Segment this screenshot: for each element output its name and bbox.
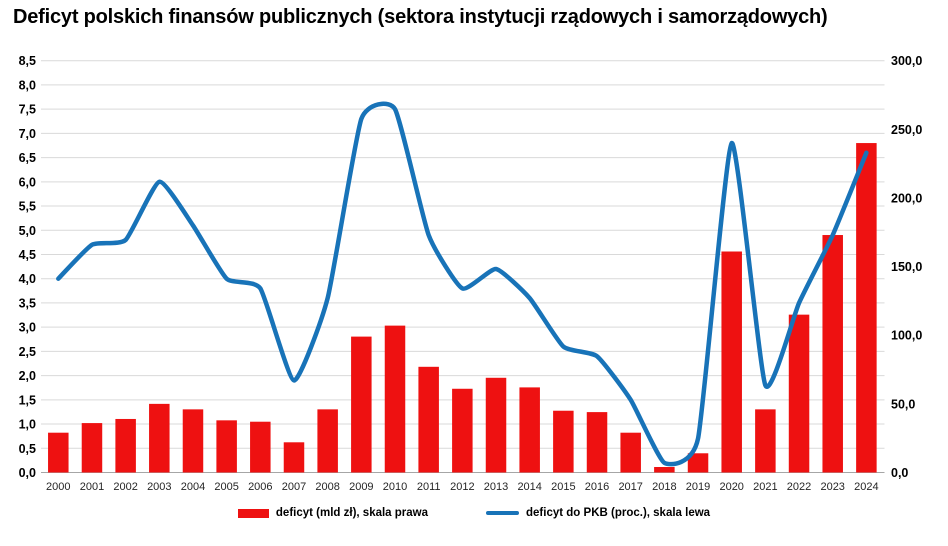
legend: deficyt (mld zł), skala prawa deficyt do… — [0, 507, 948, 519]
left-axis-tick-label: 1,0 — [19, 418, 36, 432]
right-axis-tick-label: 150,0 — [891, 260, 922, 274]
x-axis-year-label: 2000 — [46, 481, 70, 493]
bar-2015 — [553, 410, 574, 473]
x-axis-year-label: 2019 — [686, 481, 710, 493]
legend-label-bars: deficyt (mld zł), skala prawa — [275, 507, 429, 519]
left-axis-tick-label: 5,5 — [19, 200, 36, 214]
bar-2000 — [48, 432, 69, 473]
left-axis-tick-label: 8,0 — [19, 78, 36, 92]
x-axis-year-label: 2018 — [652, 481, 676, 493]
x-axis-year-label: 2015 — [551, 481, 575, 493]
x-axis-year-label: 2004 — [181, 481, 205, 493]
right-axis-tick-label: 0,0 — [891, 466, 908, 480]
left-axis-tick-label: 2,5 — [19, 345, 36, 359]
left-axis-tick-label: 3,0 — [19, 321, 36, 335]
left-axis-tick-label: 7,5 — [19, 103, 36, 117]
bar-2016 — [586, 412, 608, 473]
bar-2013 — [485, 377, 507, 473]
bar-2014 — [519, 387, 540, 473]
line-series-swatch — [486, 510, 520, 516]
left-axis-tick-label: 6,0 — [19, 175, 36, 189]
left-axis-tick-label: 4,0 — [19, 272, 36, 286]
x-axis-year-label: 2003 — [147, 481, 171, 493]
bar-2019 — [687, 453, 709, 473]
left-axis-tick-label: 0,0 — [19, 466, 36, 480]
left-axis-tick-label: 4,5 — [19, 248, 36, 262]
bar-2001 — [81, 423, 103, 473]
legend-item-line: deficyt do PKB (proc.), skala lewa — [486, 507, 710, 519]
x-axis-year-label: 2023 — [820, 481, 844, 493]
right-axis-tick-label: 50,0 — [891, 397, 915, 411]
x-axis-year-label: 2001 — [80, 481, 104, 493]
chart-title: Deficyt polskich finansów publicznych (s… — [13, 6, 828, 28]
x-axis-year-label: 2021 — [753, 481, 777, 493]
left-axis-tick-label: 3,5 — [19, 296, 36, 310]
legend-label-line: deficyt do PKB (proc.), skala lewa — [526, 507, 711, 519]
bar-2012 — [452, 388, 473, 473]
bar-2023 — [822, 235, 843, 473]
x-axis-year-label: 2008 — [315, 481, 339, 493]
bar-2009 — [351, 336, 372, 473]
right-axis-tick-label: 100,0 — [891, 329, 922, 343]
left-axis-tick-label: 2,0 — [19, 369, 36, 383]
bar-2011 — [418, 366, 439, 473]
x-axis-year-label: 2012 — [450, 481, 474, 493]
x-axis-year-label: 2013 — [484, 481, 508, 493]
x-axis-year-label: 2014 — [517, 481, 541, 493]
bar-2008 — [317, 409, 338, 473]
bar-2010 — [384, 325, 406, 473]
bar-2005 — [216, 420, 237, 473]
x-axis-year-label: 2007 — [282, 481, 306, 493]
bar-2022 — [788, 314, 810, 473]
x-axis-year-label: 2006 — [248, 481, 272, 493]
x-axis-year-label: 2009 — [349, 481, 373, 493]
x-axis-year-label: 2010 — [383, 481, 407, 493]
left-axis-tick-label: 8,5 — [19, 54, 36, 68]
x-axis-year-label: 2022 — [787, 481, 811, 493]
x-axis-year-label: 2017 — [618, 481, 642, 493]
bar-2007 — [283, 442, 305, 473]
x-axis-year-label: 2024 — [854, 481, 878, 493]
bar-2004 — [182, 409, 204, 473]
bar-2006 — [250, 421, 271, 473]
bar-series-swatch — [237, 508, 269, 518]
x-axis-year-label: 2002 — [113, 481, 137, 493]
right-axis-tick-label: 300,0 — [891, 54, 922, 68]
left-axis-tick-label: 7,0 — [19, 127, 36, 141]
x-axis-year-label: 2016 — [585, 481, 609, 493]
right-axis-tick-label: 250,0 — [891, 123, 922, 137]
bar-2024 — [856, 143, 877, 473]
bar-2018 — [654, 467, 675, 473]
x-axis-year-label: 2005 — [214, 481, 238, 493]
bar-2003 — [149, 403, 170, 473]
legend-item-bars: deficyt (mld zł), skala prawa — [237, 507, 429, 519]
right-axis-tick-label: 200,0 — [891, 191, 922, 205]
left-axis-tick-label: 6,5 — [19, 151, 36, 165]
bar-2021 — [755, 409, 776, 473]
bar-2020 — [721, 251, 742, 473]
left-axis-tick-label: 0,5 — [19, 442, 36, 456]
bar-2017 — [620, 432, 641, 473]
bar-series — [48, 143, 877, 473]
x-axis-year-label: 2020 — [719, 481, 743, 493]
pkb-line — [56, 101, 869, 467]
bar-2002 — [115, 418, 136, 473]
left-axis-tick-label: 1,5 — [19, 393, 36, 407]
x-axis-year-label: 2011 — [417, 481, 441, 493]
left-axis-tick-label: 5,0 — [19, 224, 36, 238]
